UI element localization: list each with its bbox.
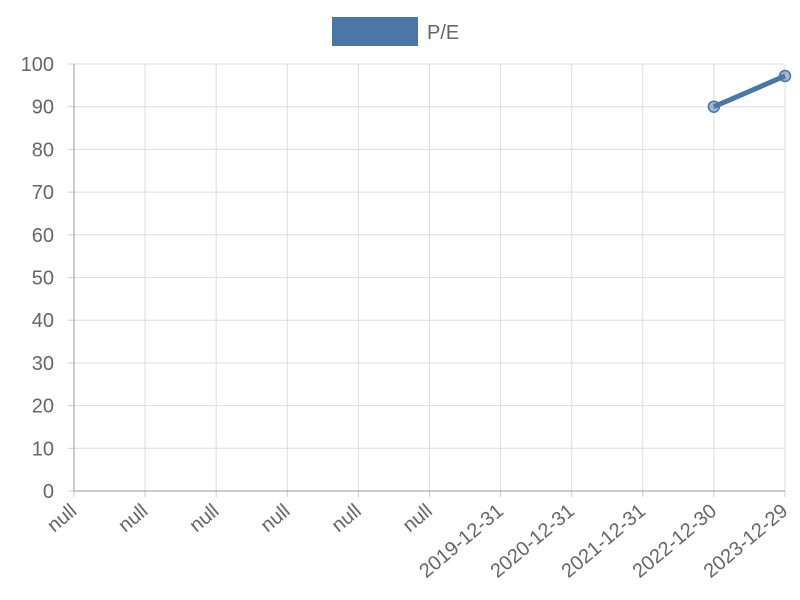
y-tick-label: 60 bbox=[32, 225, 54, 247]
legend-label: P/E bbox=[427, 22, 459, 44]
y-tick-label: 90 bbox=[32, 97, 54, 119]
x-tick-label: null bbox=[114, 500, 152, 537]
y-tick-label: 40 bbox=[32, 310, 54, 332]
y-tick-label: 50 bbox=[32, 268, 54, 290]
x-tick-label: null bbox=[399, 500, 437, 537]
x-tick-label: null bbox=[328, 500, 366, 537]
y-tick-label: 30 bbox=[32, 353, 54, 375]
y-tick-label: 70 bbox=[32, 182, 54, 204]
data-point bbox=[707, 100, 721, 113]
y-tick-label: 20 bbox=[32, 396, 54, 418]
y-tick-label: 0 bbox=[43, 481, 54, 503]
x-tick-label: null bbox=[43, 500, 81, 537]
legend-swatch bbox=[332, 17, 418, 46]
y-tick-label: 10 bbox=[32, 438, 54, 460]
y-tick-label: 100 bbox=[21, 54, 54, 76]
y-tick-label: 80 bbox=[32, 139, 54, 161]
series-line bbox=[712, 73, 786, 109]
x-tick-label: null bbox=[185, 500, 223, 537]
data-point bbox=[778, 69, 792, 83]
x-tick-label: null bbox=[257, 500, 295, 537]
